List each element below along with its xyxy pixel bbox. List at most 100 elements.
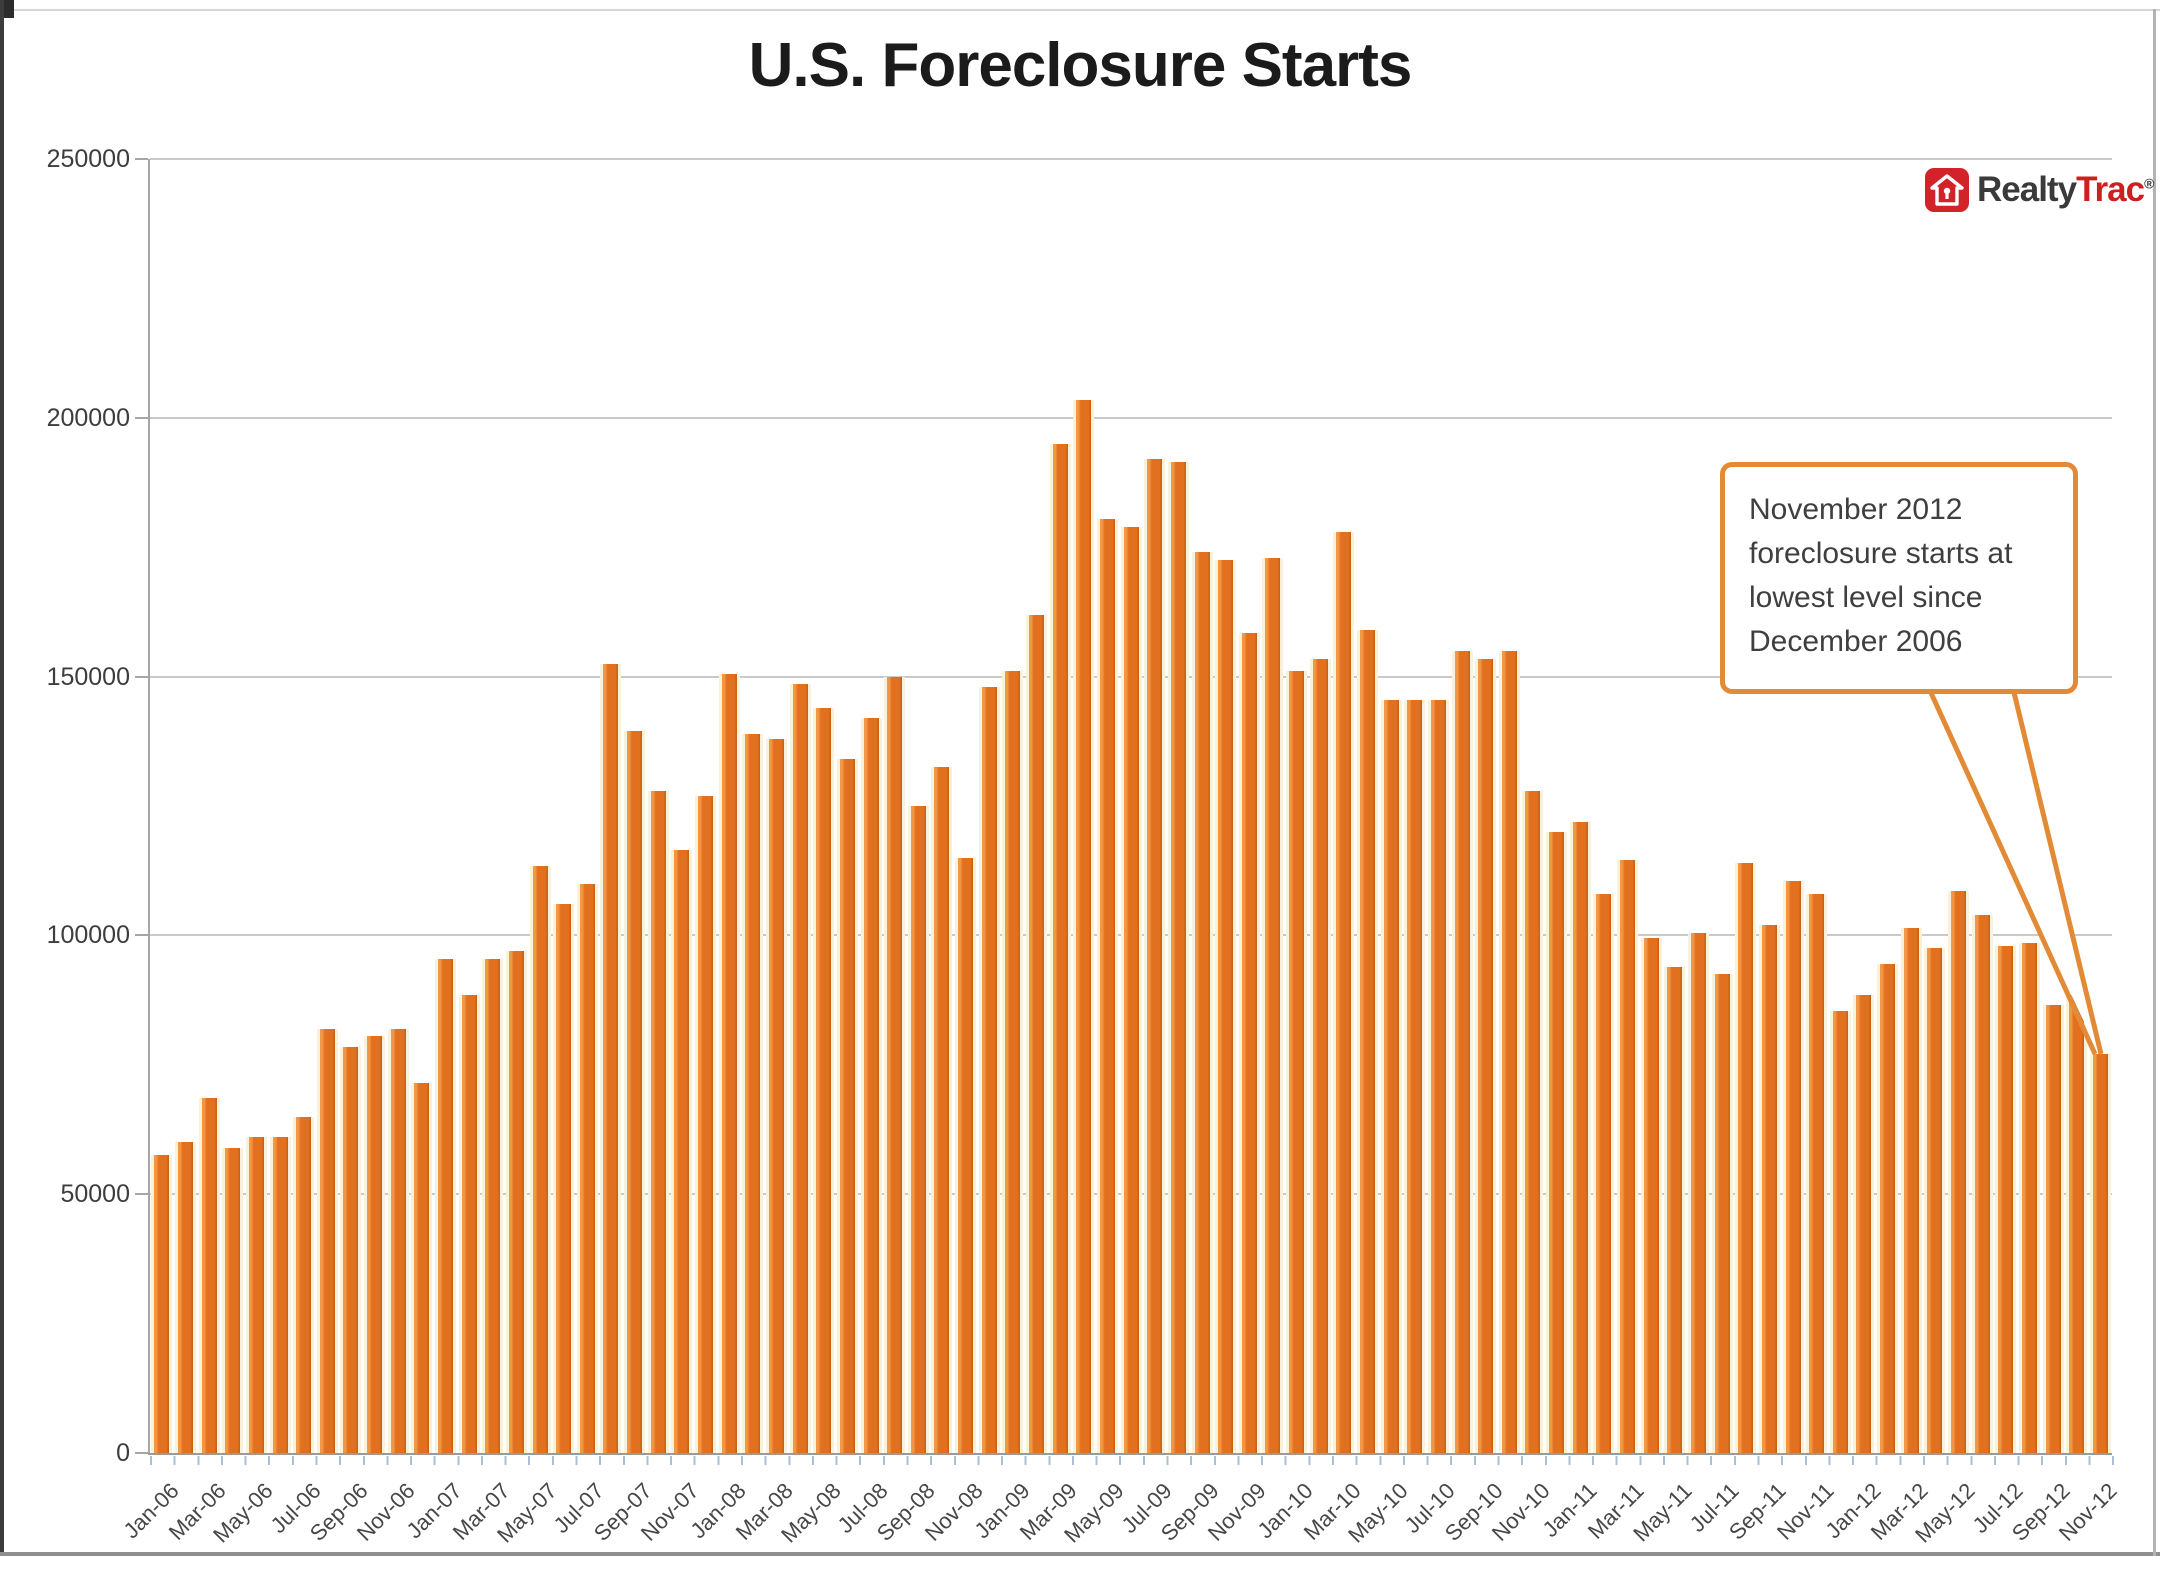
bar-Apr-11 <box>1643 938 1659 1453</box>
bar-Nov-09 <box>1241 632 1257 1453</box>
bar-Sep-11 <box>1761 925 1777 1453</box>
bar-Jun-07 <box>556 904 572 1453</box>
bar-Feb-07 <box>461 994 477 1453</box>
y-axis-tick <box>135 1452 148 1454</box>
bar-slot <box>717 159 741 1453</box>
bar-slot <box>434 159 458 1453</box>
bar-slot <box>1332 159 1356 1453</box>
bar-slot <box>1190 159 1214 1453</box>
bar-Mar-07 <box>485 958 501 1453</box>
bar-slot <box>174 159 198 1453</box>
bar-Sep-06 <box>343 1046 359 1453</box>
bar-slot <box>245 159 269 1453</box>
bar-Nov-08 <box>958 857 974 1453</box>
bar-slot <box>2065 159 2089 1453</box>
bar-slot <box>1545 159 1569 1453</box>
bar-Mar-09 <box>1052 443 1068 1453</box>
bar-slot <box>883 159 907 1453</box>
bar-slot <box>1285 159 1309 1453</box>
bar-Dec-08 <box>981 687 997 1453</box>
bar-Nov-06 <box>390 1028 406 1453</box>
bar-slot <box>457 159 481 1453</box>
bar-slot <box>670 159 694 1453</box>
bar-slot <box>1899 159 1923 1453</box>
bar-slot <box>528 159 552 1453</box>
bar-Jul-08 <box>863 718 879 1453</box>
bar-slot <box>1923 159 1947 1453</box>
screenshot-frame-top <box>0 9 2160 11</box>
bar-slot <box>1734 159 1758 1453</box>
bar-Feb-06 <box>177 1142 193 1453</box>
bar-Mar-11 <box>1620 860 1636 1453</box>
y-axis-tick <box>135 675 148 678</box>
bar-slot <box>386 159 410 1453</box>
bar-slot <box>1970 159 1994 1453</box>
bar-slot <box>268 159 292 1453</box>
bar-slot <box>150 159 174 1453</box>
bar-Sep-08 <box>910 806 926 1453</box>
bar-slot <box>977 159 1001 1453</box>
bar-May-08 <box>816 707 832 1453</box>
bar-slot <box>1947 159 1971 1453</box>
bar-slot <box>741 159 765 1453</box>
bar-Jul-11 <box>1714 974 1730 1453</box>
bar-slot <box>836 159 860 1453</box>
bar-slot <box>1308 159 1332 1453</box>
screenshot-frame-bottom <box>0 1552 2160 1556</box>
bar-slot <box>552 159 576 1453</box>
bar-slot <box>1805 159 1829 1453</box>
bar-Feb-10 <box>1312 658 1328 1453</box>
bar-Jan-11 <box>1572 821 1588 1453</box>
y-axis-tick <box>135 934 148 937</box>
bar-Feb-12 <box>1880 963 1896 1453</box>
bar-slot <box>954 159 978 1453</box>
screenshot-frame-left <box>0 0 4 1556</box>
bar-Sep-07 <box>627 730 643 1453</box>
bar-slot <box>2018 159 2042 1453</box>
bar-Oct-08 <box>934 767 950 1453</box>
bar-Jun-11 <box>1690 932 1706 1453</box>
registered-mark: ® <box>2144 175 2154 192</box>
bar-slot <box>765 159 789 1453</box>
bar-slot <box>505 159 529 1453</box>
bar-slot <box>1758 159 1782 1453</box>
bar-Sep-10 <box>1478 658 1494 1453</box>
bar-May-09 <box>1099 518 1115 1453</box>
bar-Oct-09 <box>1218 560 1234 1453</box>
bar-slot <box>907 159 931 1453</box>
bar-Jan-12 <box>1856 994 1872 1453</box>
bar-slot <box>1521 159 1545 1453</box>
bar-Apr-12 <box>1927 948 1943 1453</box>
bar-slot <box>623 159 647 1453</box>
logo-wordmark: RealtyTrac® <box>1977 170 2154 210</box>
bar-slot <box>197 159 221 1453</box>
bar-Jun-08 <box>839 759 855 1453</box>
bar-Jan-09 <box>1005 671 1021 1453</box>
annotation-callout: November 2012 foreclosure starts at lowe… <box>1720 462 2078 694</box>
bar-slot <box>1474 159 1498 1453</box>
y-axis-tick <box>135 416 148 419</box>
bar-Nov-12 <box>2092 1054 2108 1453</box>
x-axis-ticks <box>150 1456 2114 1465</box>
bar-slot <box>1568 159 1592 1453</box>
bar-Aug-09 <box>1170 461 1186 1453</box>
bar-Jul-09 <box>1147 459 1163 1453</box>
bar-Jun-06 <box>272 1137 288 1453</box>
bar-Aug-10 <box>1454 650 1470 1453</box>
bar-slot <box>1143 159 1167 1453</box>
y-axis-label: 0 <box>116 1439 130 1467</box>
bar-Dec-10 <box>1549 831 1565 1453</box>
screenshot-frame-right <box>2153 9 2156 1556</box>
annotation-line: lowest level since <box>1749 581 1983 614</box>
bar-slot <box>1710 159 1734 1453</box>
bar-Jan-10 <box>1289 671 1305 1453</box>
bar-slot <box>1048 159 1072 1453</box>
bar-May-06 <box>248 1137 264 1453</box>
bar-Dec-11 <box>1832 1010 1848 1453</box>
bar-Mar-12 <box>1903 927 1919 1453</box>
bar-Aug-08 <box>887 676 903 1453</box>
bar-Aug-11 <box>1738 862 1754 1453</box>
bar-Mar-06 <box>201 1098 217 1453</box>
bar-slot <box>1072 159 1096 1453</box>
bar-slot <box>221 159 245 1453</box>
